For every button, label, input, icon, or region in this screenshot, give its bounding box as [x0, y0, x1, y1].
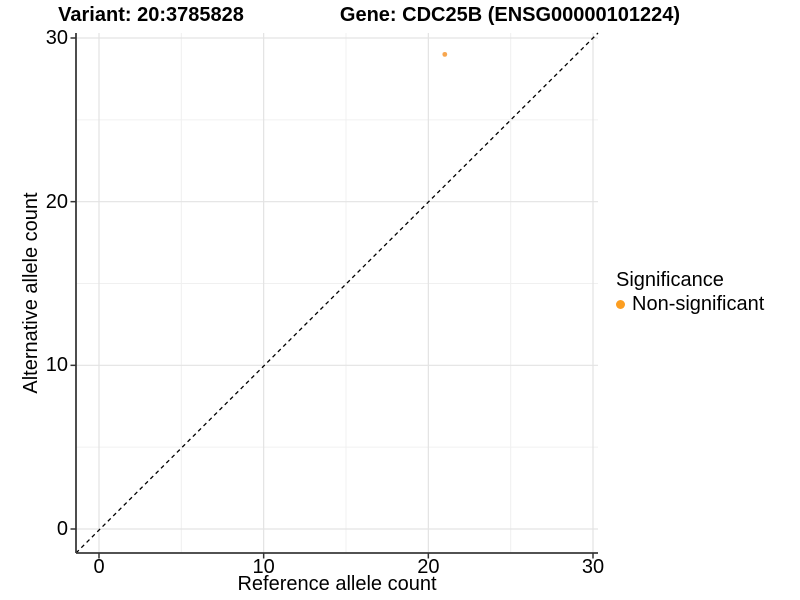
- y-axis-title: Alternative allele count: [20, 192, 42, 394]
- x-tick-label: 20: [417, 556, 440, 578]
- plot-title-variant: Variant: 20:3785828: [58, 4, 244, 26]
- legend-marker-circle-icon: [616, 299, 625, 309]
- identity-dashed-line: [75, 32, 599, 554]
- legend-title: Significance: [616, 269, 724, 291]
- data-point: [442, 51, 448, 57]
- x-tick-label: 30: [581, 556, 605, 578]
- legend-entry-label: Non-significant: [632, 293, 765, 315]
- y-tick-label: 20: [45, 190, 68, 213]
- x-tick-label: 0: [93, 556, 105, 578]
- y-tick-label: 30: [45, 26, 68, 49]
- x-tick-label: 10: [252, 556, 275, 578]
- x-axis-title: Reference allele count: [237, 573, 437, 595]
- plot-title-gene: Gene: CDC25B (ENSG00000101224): [339, 4, 681, 26]
- y-tick-label: 0: [56, 518, 68, 540]
- legend-entry-non-significant: Non-significant: [616, 292, 800, 316]
- y-tick-label: 10: [45, 354, 68, 377]
- legend: Significance Non-significant: [616, 268, 800, 316]
